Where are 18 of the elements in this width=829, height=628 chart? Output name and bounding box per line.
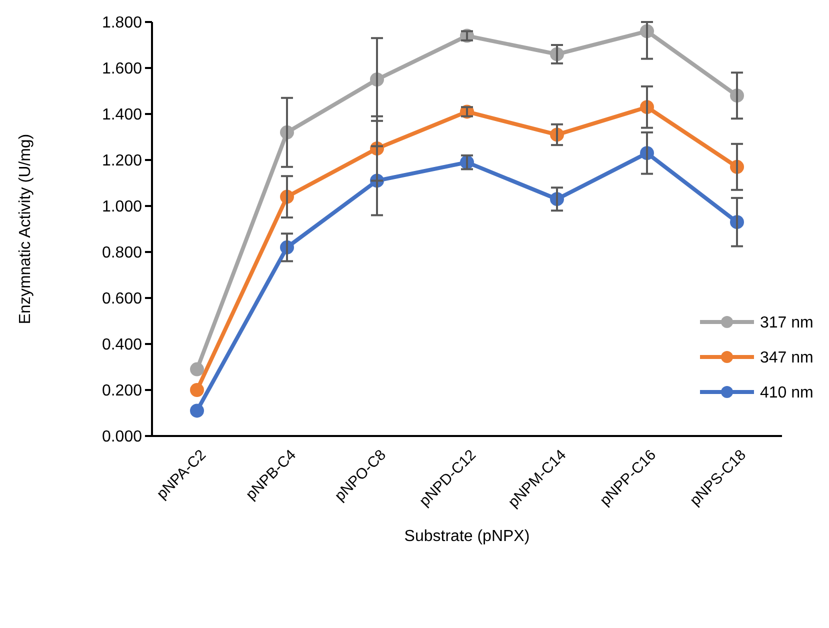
point — [190, 362, 204, 376]
x-axis-title: Substrate (pNPX) — [404, 528, 530, 545]
y-tick-label: 1.800 — [102, 14, 142, 32]
y-tick-label: 0.800 — [102, 244, 142, 262]
y-tick-label: 1.200 — [102, 152, 142, 170]
y-tick-label: 0.000 — [102, 428, 142, 446]
point — [190, 404, 204, 418]
y-axis-title: Enzymnatic Activity (U/mg) — [17, 134, 34, 324]
y-tick-label: 0.600 — [102, 290, 142, 308]
point — [190, 383, 204, 397]
y-tick-label: 1.000 — [102, 198, 142, 216]
legend-label: 317 nm — [760, 314, 814, 332]
y-tick-label: 1.600 — [102, 60, 142, 78]
y-tick-label: 0.200 — [102, 382, 142, 400]
legend-label: 347 nm — [760, 350, 814, 367]
y-tick-label: 1.400 — [102, 106, 142, 124]
legend-label: 410 nm — [760, 384, 814, 402]
y-tick-label: 0.400 — [102, 336, 142, 354]
